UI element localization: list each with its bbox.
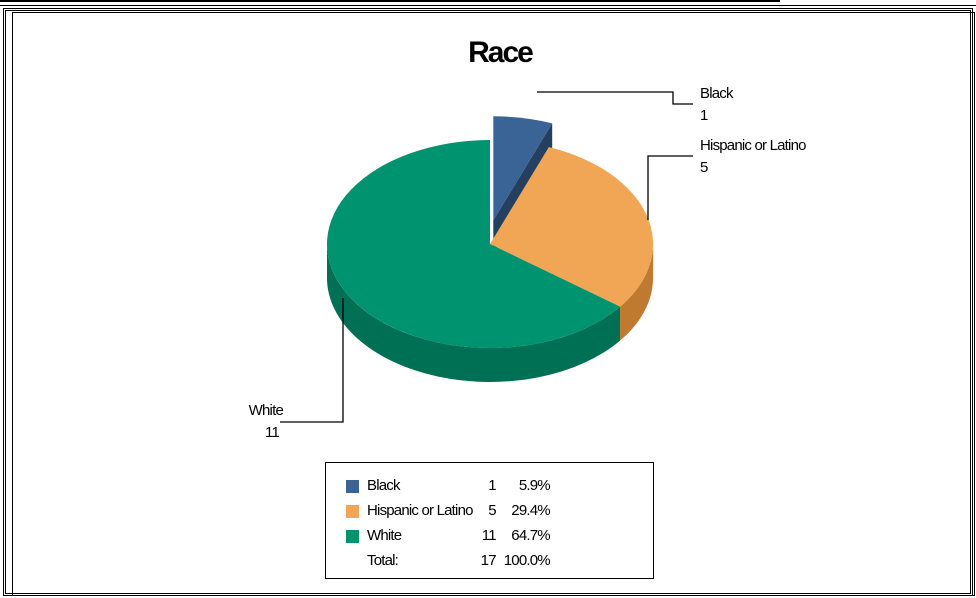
leader-line-black xyxy=(537,91,693,105)
legend-row-total: Total: 17 100.0% xyxy=(346,548,551,573)
pie-slice-white xyxy=(326,140,621,348)
legend-percent: 64.7% xyxy=(511,527,550,544)
legend-percent: 29.4% xyxy=(511,502,550,519)
legend-row-hispanic: Hispanic or Latino 5 29.4% xyxy=(346,498,551,523)
legend-total-percent: 100.0% xyxy=(503,552,551,569)
chart-inner-frame xyxy=(12,12,975,596)
pie-side-white xyxy=(327,244,621,382)
pie-slice-hispanic xyxy=(490,147,653,307)
top-border-line-thin xyxy=(0,5,976,6)
slice-value-white: 11 xyxy=(265,424,279,441)
leader-line-hispanic xyxy=(647,155,693,220)
legend-total-label: Total: xyxy=(367,552,399,569)
slice-label-white: White xyxy=(249,402,284,419)
leader-line-white xyxy=(280,298,344,423)
legend-label: White xyxy=(367,527,402,544)
legend-row-white: White 11 64.7% xyxy=(346,523,551,548)
pie-slice-black xyxy=(493,116,553,221)
legend-count: 1 xyxy=(488,477,496,494)
chart-title: Race xyxy=(468,36,533,69)
legend-percent: 5.9% xyxy=(518,477,551,494)
slice-label-hispanic: Hispanic or Latino xyxy=(700,137,806,154)
slice-label-black: Black xyxy=(700,85,734,102)
legend-count: 11 xyxy=(481,527,497,544)
legend-label: Hispanic or Latino xyxy=(367,502,473,519)
legend-swatch-hispanic xyxy=(346,504,359,518)
top-border-line xyxy=(0,0,780,2)
legend-count: 5 xyxy=(488,502,496,519)
legend: Black 1 5.9% Hispanic or Latino 5 29.4% … xyxy=(325,462,654,579)
legend-swatch-black xyxy=(346,479,359,493)
legend-label: Black xyxy=(367,477,400,494)
slice-value-black: 1 xyxy=(700,107,708,124)
legend-total-count: 17 xyxy=(480,552,497,569)
legend-row-black: Black 1 5.9% xyxy=(346,473,551,498)
legend-swatch-white xyxy=(346,529,359,543)
pie-side-hispanic xyxy=(620,244,653,341)
legend-table: Black 1 5.9% Hispanic or Latino 5 29.4% … xyxy=(346,473,551,573)
slice-value-hispanic: 5 xyxy=(700,159,708,176)
